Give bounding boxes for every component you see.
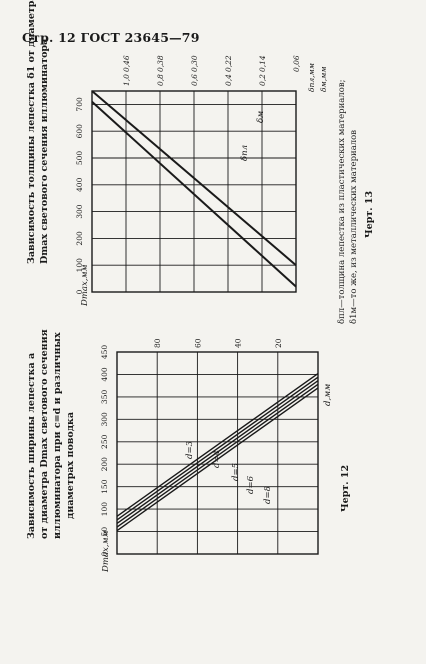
fig12-label: Черт. 12 xyxy=(340,465,351,512)
fig12-series-line-2 xyxy=(116,383,319,528)
fig13-y-tick-label: 0 xyxy=(75,289,84,294)
fig12-caption-line2: от диаметра Dmax светового сечения xyxy=(39,329,50,539)
fig12-y-tick-label: 450 xyxy=(100,345,109,360)
fig12-series-line-4 xyxy=(116,376,319,521)
fig13-x-tick-top-label: 0,2 xyxy=(258,74,267,86)
fig13-y-tick-label: 100 xyxy=(75,258,84,273)
fig13-x-tick-bottom-label: 0,38 xyxy=(156,55,165,72)
fig12-y-tick-label: 200 xyxy=(100,457,109,472)
fig13-footnote-line2: δ1м—то же, из металлических материалов xyxy=(349,130,359,324)
fig13-y-ticks: 700 600 500 400 300 200 100 0 xyxy=(75,97,84,294)
fig12-chart: Dmax,мм 450 400 350 300 250 200 150 100 50 0 20 40… xyxy=(100,338,333,573)
fig13-caption-line2: Dmax светового сечения иллюминатора xyxy=(39,39,50,264)
fig13-x-tick-top-label: 1,0 xyxy=(122,74,131,86)
fig12-lines xyxy=(116,372,319,532)
fig13-x-tick-top-label: 0,8 xyxy=(156,74,165,86)
fig12-y-tick-label: 0 xyxy=(100,551,109,556)
fig12-x-ticks: 20 40 60 80 xyxy=(153,338,283,348)
fig13-x-tick-top-label: 0,4 xyxy=(224,74,233,86)
fig12-y-tick-label: 50 xyxy=(100,527,109,537)
fig12-caption-line3: иллюминатора при c=d и различных xyxy=(52,332,63,539)
fig13-x-tick-bottom-label: 0,46 xyxy=(122,55,131,72)
fig13-x-tick-bottom-label: 0,30 xyxy=(190,55,199,72)
fig13-lines xyxy=(91,90,297,288)
fig13-y-tick-label: 300 xyxy=(75,204,84,219)
fig13-x-ticks-bottom: 0,06 0,14 0,22 0,30 0,38 0,46 xyxy=(122,55,301,72)
fig12-x-tick-label: 40 xyxy=(234,338,243,348)
fig12-curve-label-d5: d=5 xyxy=(231,463,241,481)
fig12-caption-line1: Зависимость ширины лепестка a xyxy=(26,353,37,539)
fig13-caption-line1: Зависимость толщины лепестка δ1 от диаме… xyxy=(26,0,37,264)
fig13-label: Черт. 13 xyxy=(364,191,375,238)
page-header: Стр. 12 ГОСТ 23645—79 xyxy=(22,30,200,45)
fig13-x-tick-top-label: 0,6 xyxy=(190,74,199,86)
fig13-x-tick-bottom-label: 0,06 xyxy=(292,55,301,72)
fig13-y-tick-label: 400 xyxy=(75,177,84,192)
fig13-x-axis-label-top: δпл,мм xyxy=(307,63,316,92)
fig12-curve-label-d4: d=4 xyxy=(212,450,222,468)
fig13-series-line-1 xyxy=(91,100,297,288)
fig13-series-line-2 xyxy=(91,90,297,266)
fig13-y-tick-label: 600 xyxy=(75,124,84,139)
fig12-y-tick-label: 150 xyxy=(100,479,109,494)
fig12-caption-line4: диаметрах поводка xyxy=(65,412,76,519)
fig13-chart: Dmax,мм 700 600 500 400 300 200 100 0 0,2 0,4 0,6… xyxy=(75,55,328,307)
fig12-x-tick-label: 80 xyxy=(153,338,162,348)
fig12-x-tick-label: 20 xyxy=(274,338,283,348)
fig12-curve-label-d3: d=3 xyxy=(185,441,195,459)
fig12-y-axis-label: Dmax,мм xyxy=(101,530,111,573)
fig13-grid xyxy=(91,90,297,293)
fig12-y-ticks: 450 400 350 300 250 200 150 100 50 0 xyxy=(100,345,109,557)
fig13-y-tick-label: 500 xyxy=(75,151,84,166)
fig12-series-line-3 xyxy=(116,380,319,525)
fig12-x-axis-label: d,мм xyxy=(323,384,333,406)
fig12-series-line-5 xyxy=(116,372,319,517)
fig13-footnote: δпл—толщина лепестка из пластических мат… xyxy=(337,80,359,324)
fig13-caption: Зависимость толщины лепестка δ1 от диаме… xyxy=(26,0,50,264)
fig13-y-tick-label: 200 xyxy=(75,231,84,246)
fig12-y-tick-label: 400 xyxy=(100,367,109,382)
fig12-y-tick-label: 100 xyxy=(100,502,109,517)
fig13-x-ticks-top: 0,2 0,4 0,6 0,8 1,0 xyxy=(122,74,267,86)
fig13-x-tick-bottom-label: 0,22 xyxy=(224,55,233,72)
fig13-x-tick-bottom-label: 0,14 xyxy=(258,55,267,72)
fig12-y-tick-label: 300 xyxy=(100,412,109,427)
fig12-plot-frame xyxy=(116,351,319,555)
fig13-x-axis-label-bottom: δм,мм xyxy=(319,66,328,92)
fig12-caption: Зависимость ширины лепестка a от диаметр… xyxy=(26,329,76,539)
fig12-series-line-1 xyxy=(116,387,319,532)
fig13-line-label-pl: δпл xyxy=(240,145,250,161)
fig12-curve-label-d8: d=8 xyxy=(263,485,273,504)
fig12-x-tick-label: 60 xyxy=(193,338,202,348)
fig12-curve-label-d6: d=6 xyxy=(246,475,256,494)
fig12-y-tick-label: 350 xyxy=(100,390,109,405)
fig13-line-label-m: δм xyxy=(256,111,266,123)
fig12-y-tick-label: 250 xyxy=(100,434,109,449)
fig13-y-tick-label: 700 xyxy=(75,97,84,112)
fig13-footnote-line1: δпл—толщина лепестка из пластических мат… xyxy=(337,80,347,324)
fig13-y-axis-label: Dmax,мм xyxy=(80,264,90,307)
